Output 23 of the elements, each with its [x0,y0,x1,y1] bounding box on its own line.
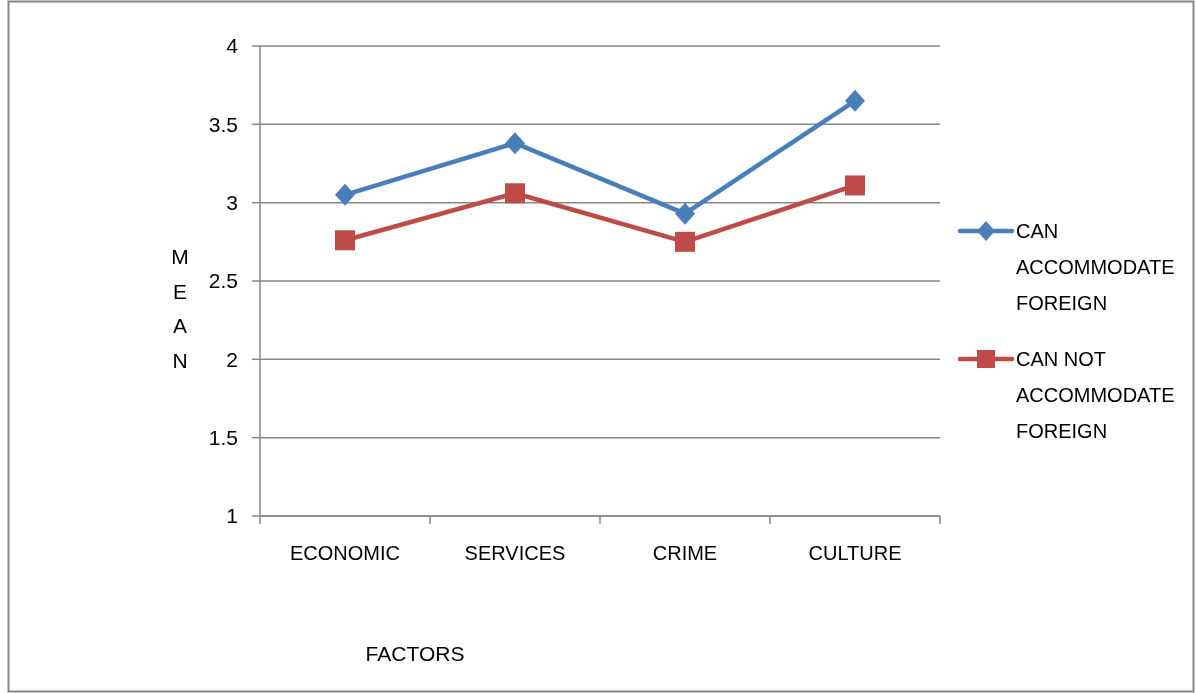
y-tick-label: 4 [226,34,239,58]
y-tick-label: 3.5 [208,112,238,136]
point [505,183,525,204]
point [845,175,865,196]
x-tick-label: CRIME [652,542,718,564]
y-tick-label: 2 [226,347,238,371]
legend-label: CAN ACCOMMODATE FOREIGN [1016,220,1175,314]
x-tick-label: CULTURE [808,542,902,564]
point [335,230,355,251]
legend-label: CAN NOT ACCOMMODATE FOREIGN [1016,348,1175,442]
y-tick-label: 2.5 [208,269,238,293]
point [335,183,355,206]
y-tick-label: 3 [226,191,238,215]
y-tick-label: 1.5 [208,426,238,450]
point [675,231,695,252]
y-axis-title: MEAN [171,245,189,372]
point [845,89,865,112]
x-tick-label: SERVICES [464,542,566,564]
y-tick-label: 1 [226,504,238,528]
x-axis-title: FACTORS [365,642,465,666]
x-tick-label: ECONOMIC [290,542,400,564]
point [675,202,695,225]
point [505,132,525,155]
